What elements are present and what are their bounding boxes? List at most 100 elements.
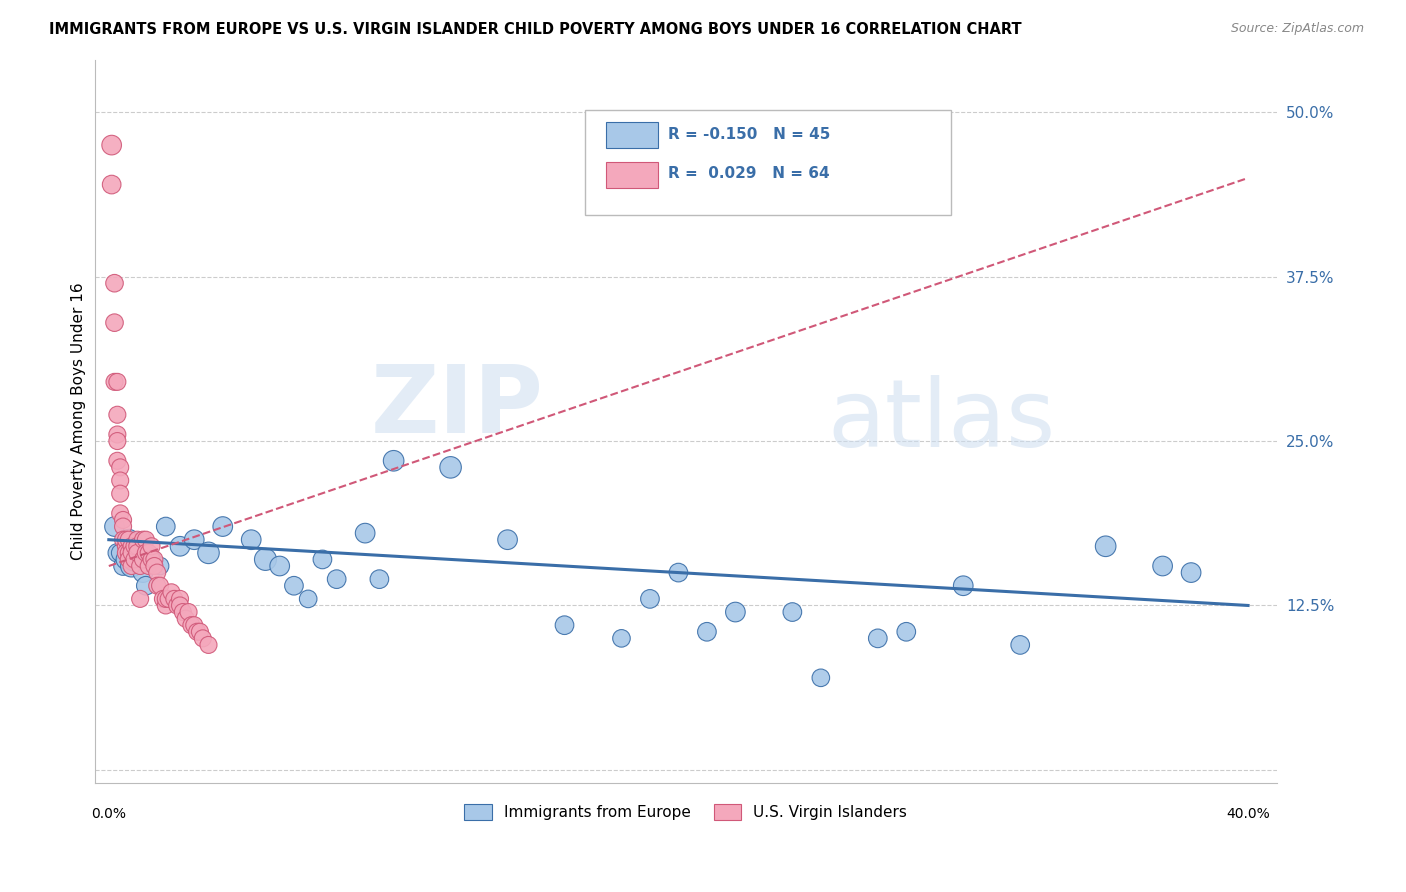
Point [127, 546, 149, 560]
Point [112, 559, 135, 574]
Point [100, 178, 122, 192]
Point [132, 566, 155, 580]
Point [124, 552, 146, 566]
Point [952, 579, 974, 593]
Point [172, 605, 194, 619]
Point [108, 474, 131, 488]
Point [124, 552, 146, 566]
Point [1180, 566, 1202, 580]
Point [668, 566, 690, 580]
Point [169, 599, 191, 613]
Point [896, 624, 918, 639]
Text: 40.0%: 40.0% [1226, 806, 1270, 821]
Text: R =  0.029   N = 64: R = 0.029 N = 64 [668, 167, 830, 181]
Point [121, 539, 143, 553]
Point [146, 579, 169, 593]
Point [254, 552, 277, 566]
Point [112, 513, 135, 527]
Point [115, 539, 138, 553]
Point [1010, 638, 1032, 652]
Point [177, 605, 200, 619]
Point [155, 591, 177, 606]
Point [112, 533, 135, 547]
Point [810, 671, 832, 685]
Point [108, 507, 131, 521]
Point [100, 138, 122, 153]
Point [183, 618, 205, 632]
Point [103, 316, 125, 330]
Point [105, 454, 128, 468]
Point [115, 546, 138, 560]
Point [197, 546, 219, 560]
Point [118, 546, 141, 560]
Point [152, 591, 174, 606]
Point [146, 566, 169, 580]
Point [105, 375, 128, 389]
Point [105, 546, 128, 560]
Point [188, 624, 211, 639]
Point [696, 624, 718, 639]
Point [155, 519, 177, 533]
Text: atlas: atlas [827, 376, 1056, 467]
Point [105, 408, 128, 422]
Point [129, 591, 152, 606]
Point [103, 375, 125, 389]
Point [124, 539, 146, 553]
Point [138, 559, 160, 574]
Point [108, 486, 131, 500]
Point [297, 591, 319, 606]
Point [180, 618, 202, 632]
Point [191, 632, 214, 646]
Point [127, 539, 149, 553]
Text: R = -0.150   N = 45: R = -0.150 N = 45 [668, 127, 830, 142]
Y-axis label: Child Poverty Among Boys Under 16: Child Poverty Among Boys Under 16 [72, 283, 86, 560]
Point [610, 632, 633, 646]
Point [143, 552, 166, 566]
Point [240, 533, 263, 547]
Point [325, 572, 347, 586]
Point [439, 460, 461, 475]
Point [149, 559, 172, 574]
Point [105, 434, 128, 448]
Point [127, 546, 149, 560]
Point [354, 526, 377, 541]
Point [108, 546, 131, 560]
Point [132, 552, 155, 566]
Point [311, 552, 333, 566]
Point [112, 519, 135, 533]
Point [197, 638, 219, 652]
Point [115, 533, 138, 547]
FancyBboxPatch shape [585, 111, 952, 215]
Point [121, 546, 143, 560]
Point [143, 559, 166, 574]
Point [169, 539, 191, 553]
Point [121, 559, 143, 574]
Text: Source: ZipAtlas.com: Source: ZipAtlas.com [1230, 22, 1364, 36]
Point [269, 559, 291, 574]
Point [135, 546, 157, 560]
Point [129, 559, 152, 574]
Point [135, 533, 157, 547]
Point [108, 460, 131, 475]
Point [115, 552, 138, 566]
Point [105, 427, 128, 442]
FancyBboxPatch shape [606, 122, 658, 148]
Point [163, 591, 186, 606]
Point [103, 519, 125, 533]
Point [638, 591, 661, 606]
Point [166, 599, 188, 613]
Point [1152, 559, 1174, 574]
Point [157, 591, 180, 606]
Point [496, 533, 519, 547]
Point [141, 539, 163, 553]
Point [118, 533, 141, 547]
Legend: Immigrants from Europe, U.S. Virgin Islanders: Immigrants from Europe, U.S. Virgin Isla… [458, 797, 914, 826]
FancyBboxPatch shape [606, 161, 658, 187]
Point [174, 612, 197, 626]
Point [554, 618, 576, 632]
Point [155, 599, 177, 613]
Point [211, 519, 233, 533]
Point [866, 632, 889, 646]
Point [782, 605, 804, 619]
Point [160, 585, 183, 599]
